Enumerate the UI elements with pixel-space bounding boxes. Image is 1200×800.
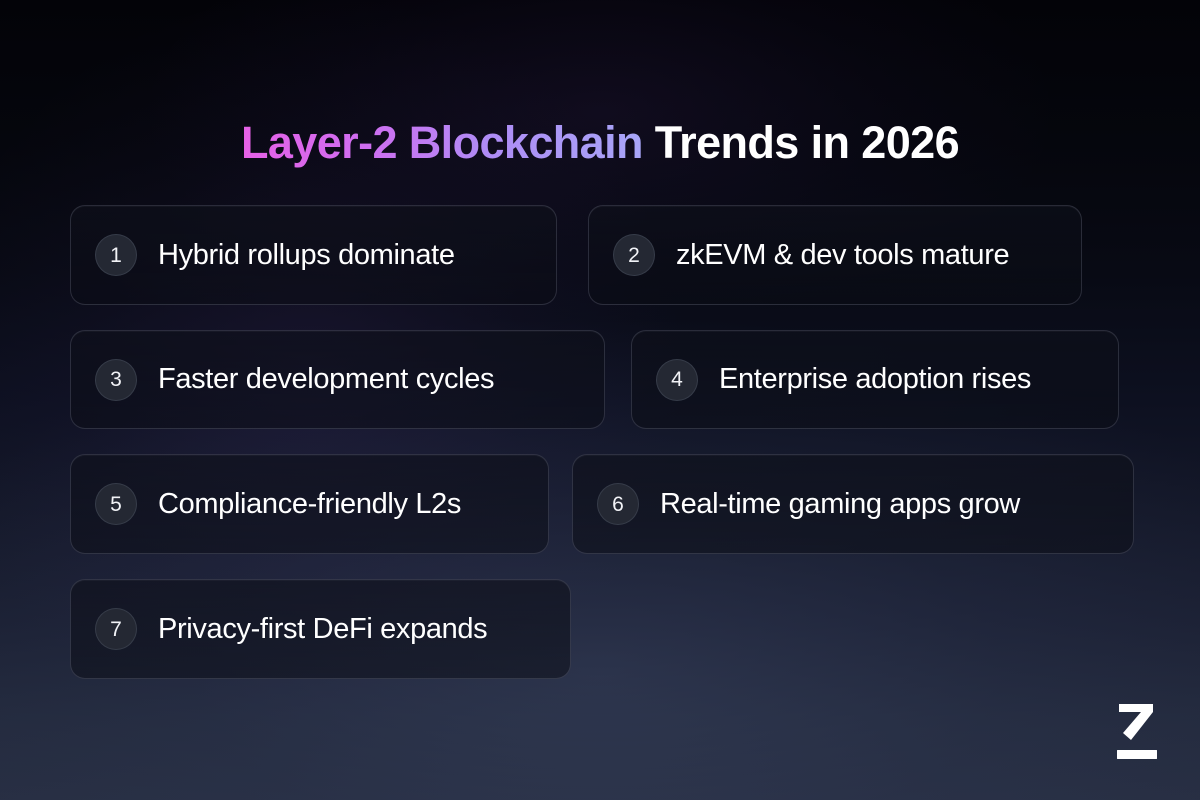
trend-number-badge: 7 xyxy=(95,608,137,650)
trend-number-badge: 1 xyxy=(95,234,137,276)
trend-number-badge: 5 xyxy=(95,483,137,525)
trend-number-badge: 6 xyxy=(597,483,639,525)
trend-label: Real-time gaming apps grow xyxy=(660,487,1021,520)
page-title-plain: Trends in 2026 xyxy=(642,117,960,169)
trend-label: Hybrid rollups dominate xyxy=(158,238,455,271)
trend-label: Privacy-first DeFi expands xyxy=(158,612,488,645)
trend-card[interactable]: 4 Enterprise adoption rises xyxy=(631,330,1119,429)
trend-number-badge: 2 xyxy=(613,234,655,276)
trend-label: zkEVM & dev tools mature xyxy=(676,238,1010,271)
trend-card[interactable]: 3 Faster development cycles xyxy=(70,330,605,429)
trend-card[interactable]: 2 zkEVM & dev tools mature xyxy=(588,205,1082,305)
trend-label: Compliance-friendly L2s xyxy=(158,487,462,520)
trend-card[interactable]: 1 Hybrid rollups dominate xyxy=(70,205,557,305)
trend-card[interactable]: 5 Compliance-friendly L2s xyxy=(70,454,549,554)
trend-card[interactable]: 7 Privacy-first DeFi expands xyxy=(70,579,571,679)
page-title-accent: Layer-2 Blockchain xyxy=(240,117,643,169)
trend-number-badge: 4 xyxy=(656,358,698,401)
brand-logo-icon xyxy=(1108,698,1166,768)
trend-label: Faster development cycles xyxy=(158,363,495,395)
trend-label: Enterprise adoption rises xyxy=(719,363,1032,395)
trend-number-badge: 3 xyxy=(95,358,137,401)
trend-card[interactable]: 6 Real-time gaming apps grow xyxy=(572,454,1134,554)
page-title: Layer-2 Blockchain Trends in 2026 xyxy=(0,116,1200,171)
